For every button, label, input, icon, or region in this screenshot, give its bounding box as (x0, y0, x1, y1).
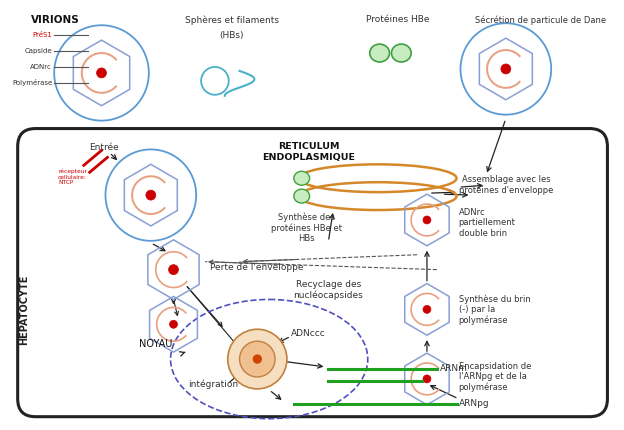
Text: ARNpg: ARNpg (459, 399, 489, 408)
Ellipse shape (391, 44, 411, 62)
Circle shape (423, 216, 431, 224)
Circle shape (170, 320, 177, 328)
Text: intégration: intégration (188, 379, 238, 389)
Text: Synthèse du brin
(-) par la
polymérase: Synthèse du brin (-) par la polymérase (459, 295, 530, 326)
Text: Synthèse des
protéines HBe et
HBs: Synthèse des protéines HBe et HBs (271, 212, 342, 243)
Circle shape (423, 375, 431, 383)
Ellipse shape (294, 189, 310, 203)
Text: HÉPATOCYTE: HÉPATOCYTE (19, 274, 29, 344)
Text: Recyclage des
nucléocapsides: Recyclage des nucléocapsides (293, 280, 363, 300)
Ellipse shape (370, 44, 389, 62)
Circle shape (253, 355, 261, 363)
Ellipse shape (294, 171, 310, 185)
Text: RETICULUM
ENDOPLASMIQUE: RETICULUM ENDOPLASMIQUE (262, 142, 355, 162)
Text: VIRIONS: VIRIONS (31, 15, 79, 25)
Text: Capside: Capside (24, 48, 52, 54)
Text: PréS1: PréS1 (32, 32, 52, 38)
Circle shape (501, 64, 511, 74)
Circle shape (146, 190, 156, 200)
Text: (HBs): (HBs) (220, 31, 244, 40)
Circle shape (228, 329, 287, 389)
Text: Assemblage avec les
protéines d'enveloppe: Assemblage avec les protéines d'envelopp… (459, 175, 553, 195)
Circle shape (97, 68, 107, 78)
Text: ARNm: ARNm (440, 365, 467, 374)
Text: ADNrc: ADNrc (31, 64, 52, 70)
Text: Polymérase: Polymérase (12, 80, 52, 86)
Circle shape (168, 265, 178, 275)
Text: Sphères et filaments: Sphères et filaments (185, 15, 279, 25)
Text: Sécrétion de particule de Dane: Sécrétion de particule de Dane (475, 15, 606, 25)
Text: Encapsidation de
l'ARNpg et de la
polymérase: Encapsidation de l'ARNpg et de la polymé… (459, 362, 531, 393)
Text: ADNrc
partiellement
double brin: ADNrc partiellement double brin (459, 208, 515, 238)
Text: NOYAU: NOYAU (139, 339, 172, 349)
Circle shape (423, 305, 431, 313)
Text: Perte de l'enveloppe: Perte de l'enveloppe (210, 263, 303, 272)
Text: ADNccc: ADNccc (291, 329, 326, 338)
Text: Entrée: Entrée (89, 144, 119, 153)
Circle shape (240, 341, 275, 377)
Text: Protéines HBe: Protéines HBe (366, 15, 429, 25)
Text: récepteur
cellulaire:
NTCP: récepteur cellulaire: NTCP (58, 168, 87, 185)
